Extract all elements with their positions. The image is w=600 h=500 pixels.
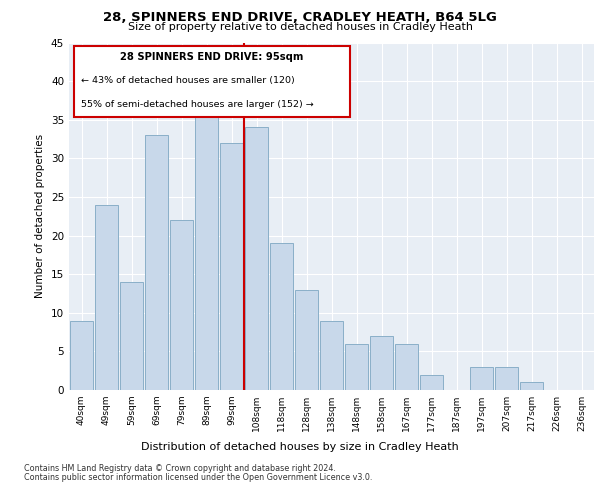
Bar (494, 367, 518, 390)
Bar (344, 344, 368, 390)
Bar (370, 336, 394, 390)
Text: Size of property relative to detached houses in Cradley Heath: Size of property relative to detached ho… (128, 22, 473, 32)
Bar (520, 382, 544, 390)
Bar (70, 320, 94, 390)
Bar (170, 220, 193, 390)
Bar (245, 128, 268, 390)
Text: 55% of semi-detached houses are larger (152) →: 55% of semi-detached houses are larger (… (80, 100, 313, 109)
Y-axis label: Number of detached properties: Number of detached properties (35, 134, 46, 298)
Text: Distribution of detached houses by size in Cradley Heath: Distribution of detached houses by size … (141, 442, 459, 452)
Bar (220, 143, 244, 390)
Bar (419, 374, 443, 390)
Bar (145, 135, 169, 390)
Bar (320, 320, 343, 390)
Bar (470, 367, 493, 390)
Bar (95, 204, 118, 390)
FancyBboxPatch shape (74, 46, 350, 117)
Text: Contains public sector information licensed under the Open Government Licence v3: Contains public sector information licen… (24, 474, 373, 482)
Text: Contains HM Land Registry data © Crown copyright and database right 2024.: Contains HM Land Registry data © Crown c… (24, 464, 336, 473)
Bar (295, 290, 319, 390)
Text: 28, SPINNERS END DRIVE, CRADLEY HEATH, B64 5LG: 28, SPINNERS END DRIVE, CRADLEY HEATH, B… (103, 11, 497, 24)
Text: 28 SPINNERS END DRIVE: 95sqm: 28 SPINNERS END DRIVE: 95sqm (121, 52, 304, 62)
Bar (194, 112, 218, 390)
Bar (269, 244, 293, 390)
Bar (119, 282, 143, 390)
Bar (395, 344, 418, 390)
Text: ← 43% of detached houses are smaller (120): ← 43% of detached houses are smaller (12… (80, 76, 295, 84)
